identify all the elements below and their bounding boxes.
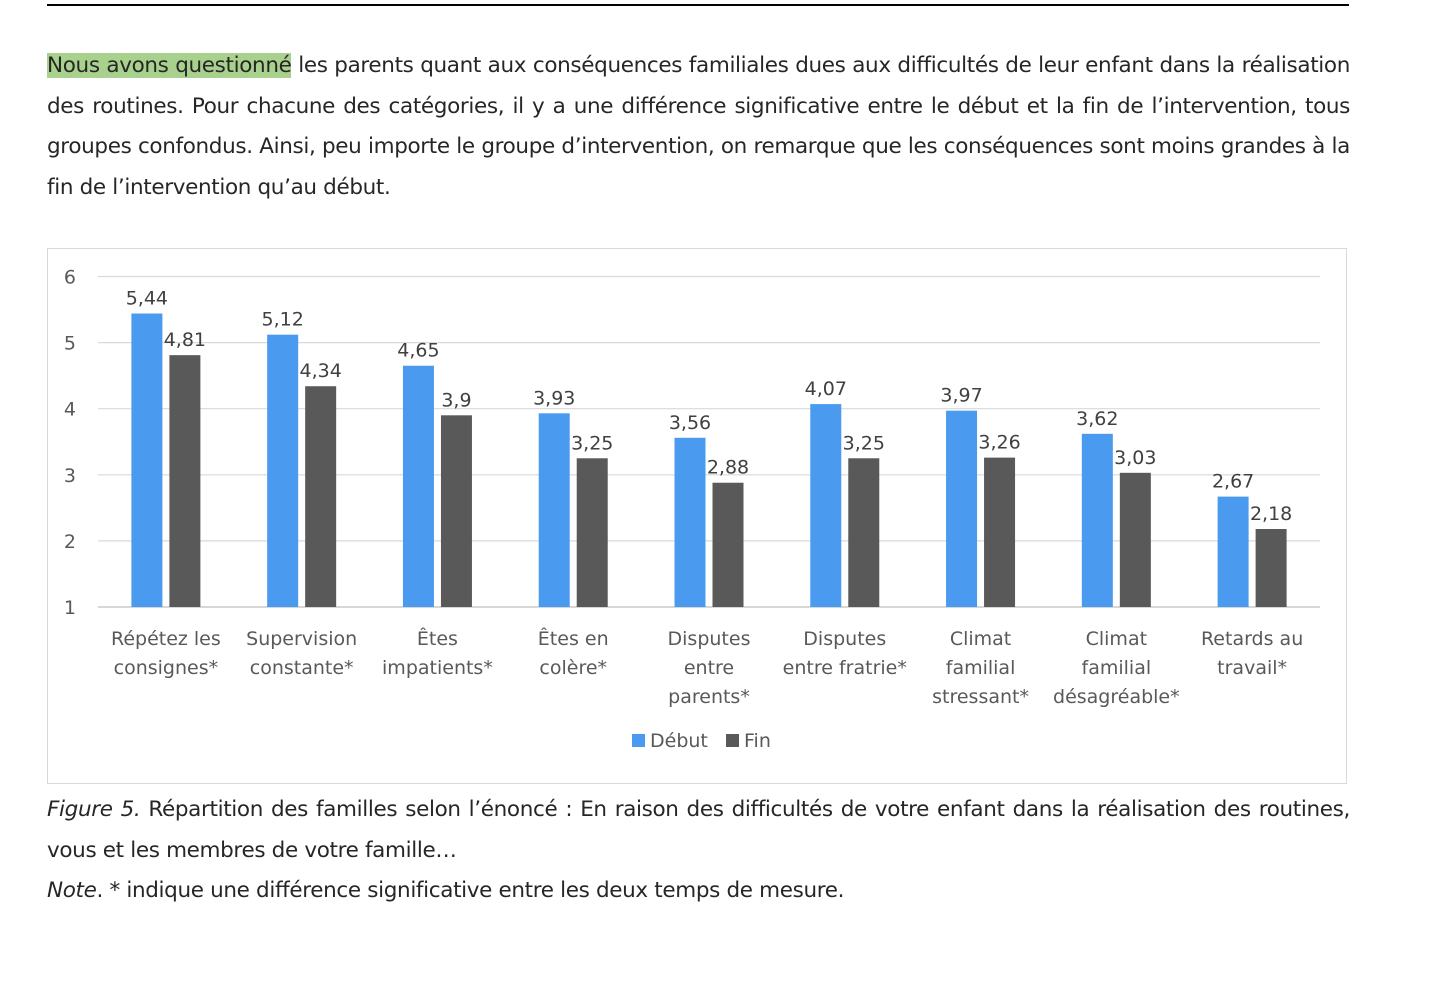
category-label: Répétez les — [111, 628, 221, 650]
note-text: . * indique une différence significative… — [96, 878, 845, 903]
bar-debut — [402, 365, 434, 607]
data-label: 3,93 — [533, 387, 575, 409]
category-label: Êtes — [417, 627, 458, 650]
y-tick-label: 5 — [64, 333, 76, 355]
bar-debut — [267, 334, 299, 607]
highlighted-text: Nous avons questionné — [47, 53, 292, 78]
data-label: 2,18 — [1250, 503, 1292, 525]
y-tick-label: 4 — [64, 399, 76, 421]
bar-fin — [1119, 472, 1151, 607]
chart-frame: 1 2 3 4 5 6 5,44 4,81 Répétez les consignes* 5,12 4… — [47, 248, 1347, 784]
category-label: travail* — [1217, 657, 1287, 679]
category-label: Disputes — [668, 628, 751, 650]
data-label: 3,25 — [571, 432, 613, 454]
bar-fin — [984, 457, 1016, 607]
category-label: colère* — [539, 657, 607, 679]
figure-label: Figure 5. — [47, 797, 141, 822]
y-tick-label: 3 — [64, 465, 76, 487]
category-label: impatients* — [382, 657, 493, 679]
figure-caption: Figure 5. Répartition des familles selon… — [47, 790, 1350, 871]
data-label: 4,34 — [300, 360, 342, 382]
figure-note: Note. * indique une différence significa… — [47, 871, 844, 912]
bar-fin — [440, 415, 472, 607]
data-label: 5,44 — [126, 288, 168, 310]
category-label: Supervision — [246, 628, 357, 650]
note-label: Note — [47, 878, 97, 903]
bar-fin — [305, 386, 337, 607]
data-label: 3,62 — [1076, 408, 1118, 430]
category-label: entre fratrie* — [783, 657, 907, 679]
data-label: 4,65 — [397, 340, 439, 362]
category-label: familial — [1082, 657, 1152, 679]
bar-fin — [169, 355, 201, 607]
category-label: familial — [946, 657, 1016, 679]
y-tick-label: 1 — [64, 597, 76, 619]
category-label: Retards au — [1201, 628, 1303, 650]
data-label: 3,56 — [669, 412, 711, 434]
body-paragraph: Nous avons questionné les parents quant … — [47, 46, 1350, 208]
category-label: Climat — [950, 628, 1011, 650]
top-rule — [47, 4, 1349, 6]
y-tick-label: 6 — [64, 267, 76, 289]
bar-chart: 1 2 3 4 5 6 5,44 4,81 Répétez les consignes* 5,12 4… — [64, 267, 1320, 752]
data-label: 4,81 — [164, 329, 206, 351]
legend-label: Fin — [744, 730, 771, 752]
data-label: 5,12 — [262, 309, 304, 331]
legend-swatch-debut — [632, 734, 645, 747]
data-label: 4,07 — [805, 378, 847, 400]
bar-debut — [1081, 433, 1113, 607]
category-label: désagréable* — [1053, 686, 1180, 708]
data-label: 3,9 — [441, 389, 471, 411]
data-label: 3,97 — [940, 385, 982, 407]
bar-debut — [810, 404, 842, 607]
category-label: Êtes en — [538, 627, 609, 650]
paragraph-text: les parents quant aux conséquences famil… — [47, 53, 1350, 200]
bar-fin — [1255, 529, 1287, 607]
data-label: 3,25 — [843, 432, 885, 454]
category-label: consignes* — [114, 657, 218, 679]
bar-debut — [674, 437, 706, 607]
bar-fin — [712, 482, 744, 607]
legend-label: Début — [650, 730, 708, 752]
caption-text: Répartition des familles selon l’énoncé … — [47, 797, 1350, 863]
data-label: 2,88 — [707, 457, 749, 479]
bar-fin — [848, 458, 880, 607]
category-label: Disputes — [803, 628, 886, 650]
data-label: 3,03 — [1114, 447, 1156, 469]
data-label: 3,26 — [978, 432, 1020, 454]
category-label: Climat — [1086, 628, 1147, 650]
bar-debut — [131, 313, 163, 607]
bar-fin — [576, 458, 608, 607]
category-label: entre — [684, 657, 734, 679]
legend-swatch-fin — [726, 734, 739, 747]
bar-debut — [1217, 496, 1249, 607]
y-tick-label: 2 — [64, 531, 76, 553]
data-label: 2,67 — [1212, 471, 1254, 493]
bar-debut — [946, 410, 978, 607]
bar-debut — [538, 413, 570, 607]
category-label: parents* — [668, 686, 750, 708]
category-label: constante* — [250, 657, 354, 679]
category-label: stressant* — [932, 686, 1029, 708]
